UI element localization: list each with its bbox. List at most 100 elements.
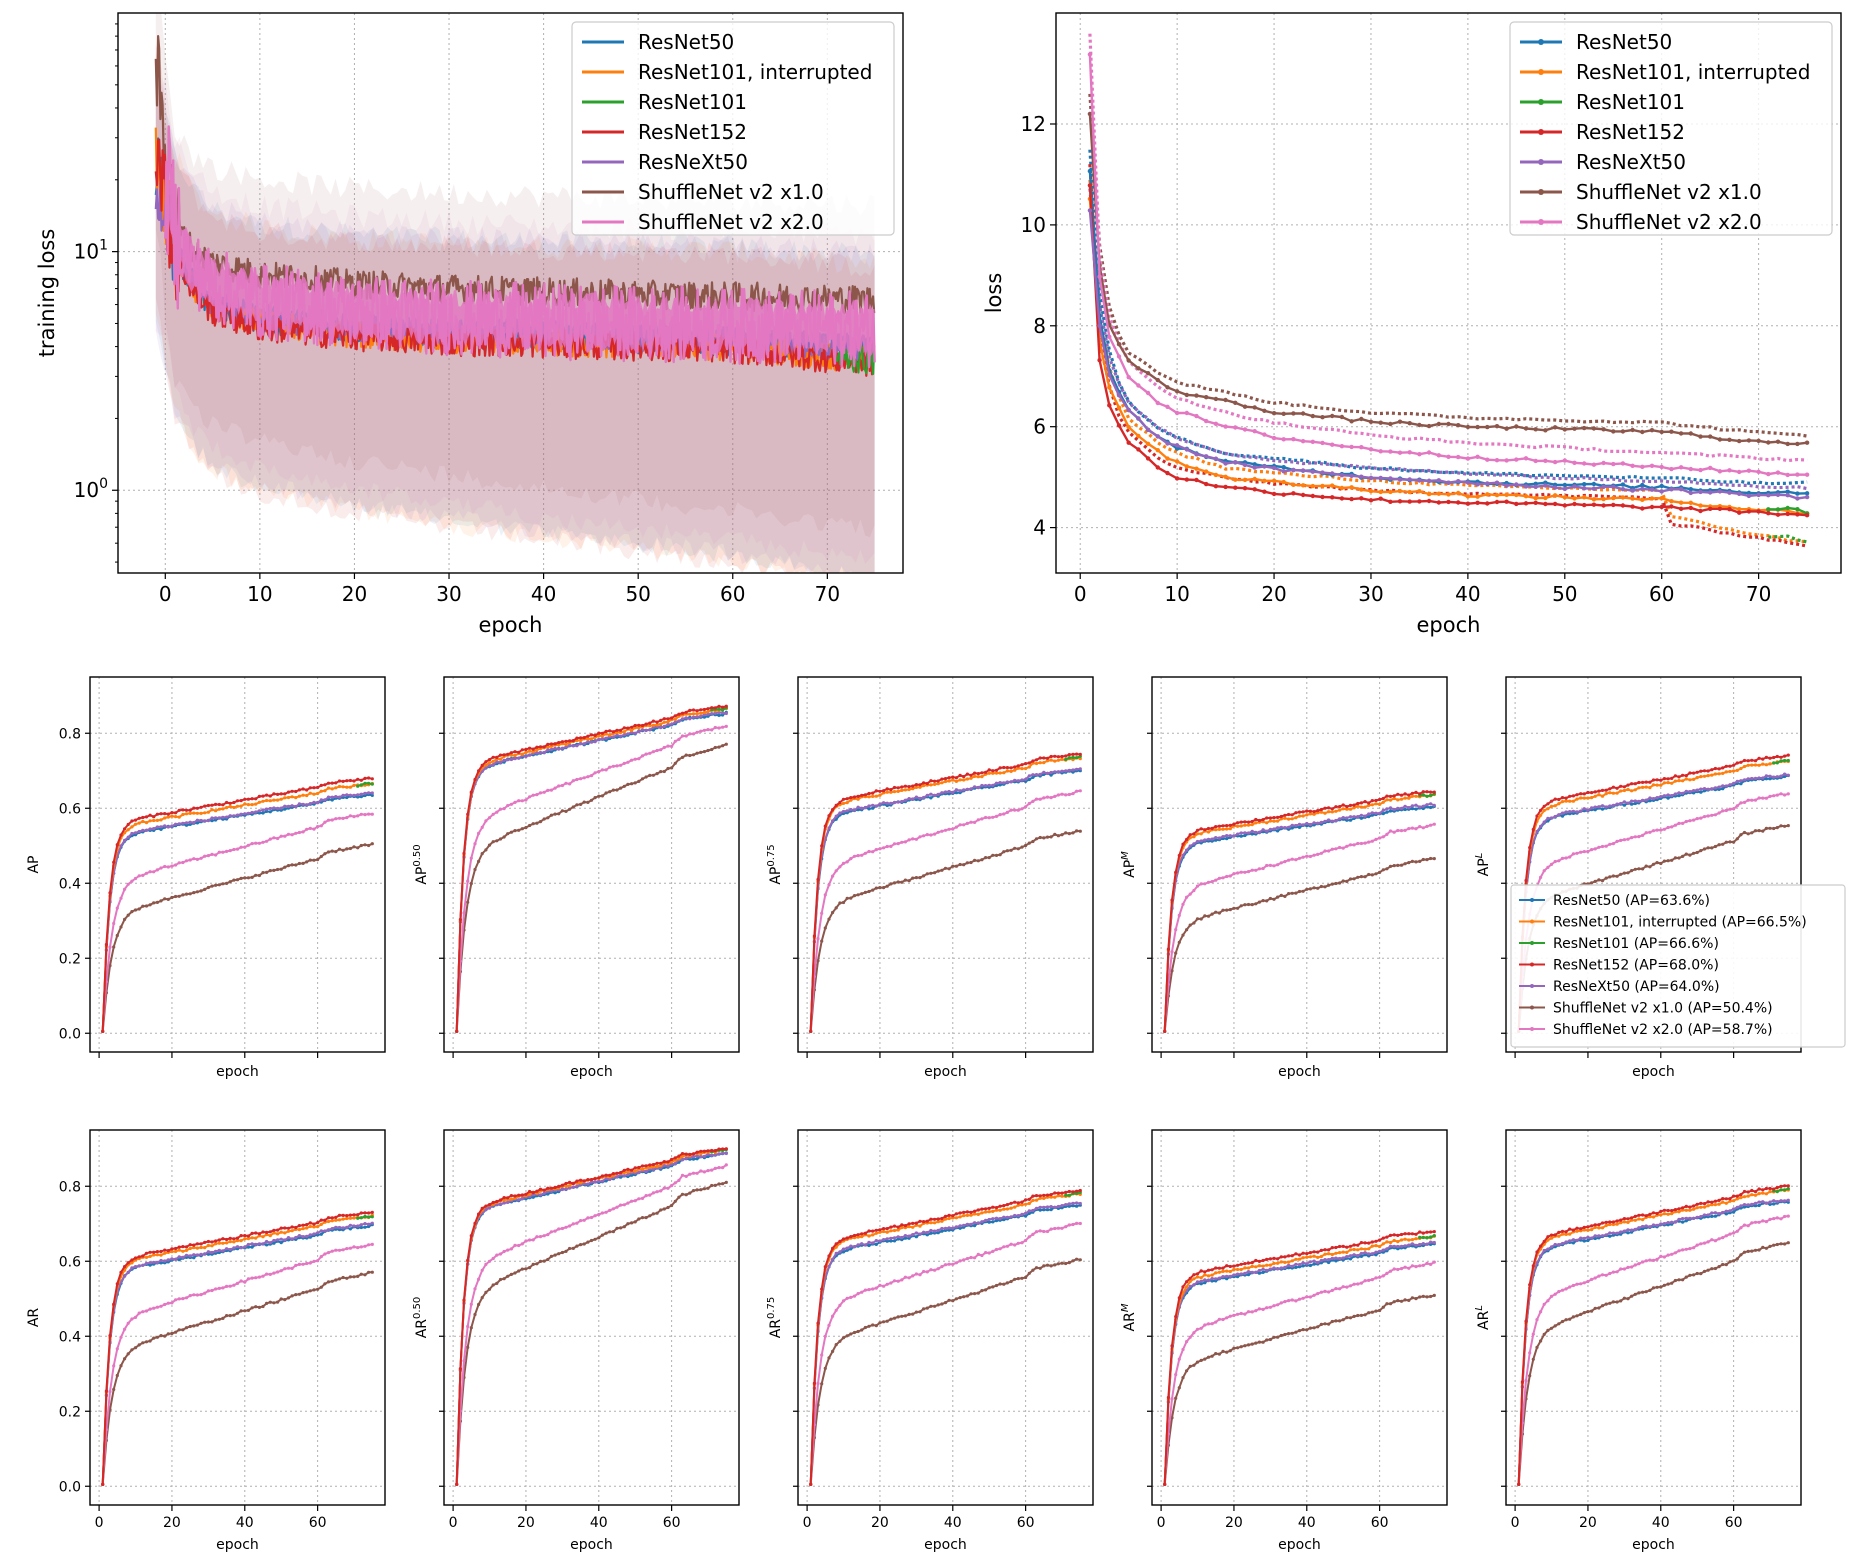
ARM-point-resnet152 bbox=[1370, 1240, 1374, 1244]
APL-point-shufflenet-v2-x1-0 bbox=[1768, 826, 1772, 830]
AR-point-resnet152 bbox=[297, 1224, 301, 1228]
AP-point-shufflenet-v2-x2-0 bbox=[133, 876, 138, 881]
APL-point-resnet50 bbox=[1721, 787, 1725, 791]
AR50-point-resnet50 bbox=[630, 1173, 634, 1177]
APM-point-shufflenet-v2-x2-0 bbox=[1319, 851, 1323, 855]
val-point-resnet101-interrupted bbox=[1426, 491, 1432, 497]
AP-point-resnet152 bbox=[301, 787, 305, 791]
APL-xlabel: epoch bbox=[1632, 1064, 1675, 1080]
APL-point-resnet101-interrupted bbox=[1757, 763, 1761, 767]
AP-point-shufflenet-v2-x1-0 bbox=[301, 861, 305, 866]
AP50-point-shufflenet-v2-x2-0 bbox=[480, 825, 484, 830]
AP75-point-shufflenet-v2-x2-0 bbox=[900, 840, 904, 844]
APM-point-shufflenet-v2-x2-0 bbox=[1287, 858, 1291, 862]
ARM-point-resnext50 bbox=[1334, 1256, 1338, 1260]
AR75-point-resnet101-interrupted bbox=[871, 1233, 875, 1237]
APM-point-resnext50 bbox=[1348, 815, 1353, 819]
AP-point-resnext50 bbox=[265, 807, 269, 811]
AP75-point-shufflenet-v2-x2-0 bbox=[929, 833, 933, 837]
APL-point-shufflenet-v2-x2-0 bbox=[1753, 798, 1758, 802]
AR50-point-shufflenet-v2-x1-0 bbox=[480, 1296, 484, 1300]
APM-point-shufflenet-v2-x1-0 bbox=[1210, 912, 1214, 916]
APL-point-resnet101-interrupted bbox=[1637, 786, 1641, 790]
APL-point-shufflenet-v2-x2-0 bbox=[1764, 796, 1768, 800]
AR50-point-resnet152 bbox=[473, 1221, 477, 1225]
AP75-point-resnext50 bbox=[849, 807, 853, 812]
AP-point-resnet101-interrupted bbox=[181, 812, 185, 817]
AP50-point-shufflenet-v2-x2-0 bbox=[542, 790, 546, 794]
APL-point-resnet101-interrupted bbox=[1724, 770, 1728, 774]
AR75-point-shufflenet-v2-x2-0 bbox=[878, 1283, 882, 1287]
AP-point-shufflenet-v2-x2-0 bbox=[272, 836, 276, 840]
AR-point-resnet152 bbox=[330, 1216, 334, 1220]
AP-point-resnet152 bbox=[268, 794, 272, 798]
AP-point-shufflenet-v2-x1-0 bbox=[356, 846, 360, 850]
AP75-point-resnet152 bbox=[867, 791, 871, 796]
AR50-point-shufflenet-v2-x2-0 bbox=[622, 1203, 626, 1207]
AP50-point-shufflenet-v2-x2-0 bbox=[495, 810, 499, 814]
AP-point-resnet152 bbox=[119, 833, 123, 837]
val-point-shufflenet-v2-x2-0 bbox=[1320, 440, 1325, 446]
APM-point-resnet152 bbox=[1236, 821, 1240, 825]
AR75-point-resnext50 bbox=[874, 1239, 878, 1243]
val-point-resnet101-interrupted bbox=[1397, 488, 1403, 494]
AP-point-shufflenet-v2-x2-0 bbox=[177, 861, 181, 865]
APM-point-shufflenet-v2-x2-0 bbox=[1228, 874, 1232, 878]
val-point-resnext50 bbox=[1630, 488, 1635, 493]
AP75-point-shufflenet-v2-x2-0 bbox=[816, 937, 820, 941]
AR-point-shufflenet-v2-x2-0 bbox=[312, 1259, 316, 1263]
ARM-point-shufflenet-v2-x1-0 bbox=[1385, 1302, 1389, 1306]
AR75-point-resnet101-interrupted bbox=[994, 1208, 999, 1212]
AR50-point-shufflenet-v2-x2-0 bbox=[568, 1224, 572, 1228]
AP50-point-shufflenet-v2-x2-0 bbox=[666, 744, 670, 748]
AR-point-resnet152 bbox=[108, 1334, 112, 1338]
val-point-resnet101-interrupted bbox=[1320, 483, 1325, 489]
AP-point-resnet101-interrupted bbox=[305, 793, 309, 798]
AR75-point-resnext50 bbox=[1031, 1208, 1035, 1213]
APM-point-resnet101-interrupted bbox=[1265, 821, 1269, 825]
ARM-point-resnet101-interrupted bbox=[1217, 1270, 1221, 1274]
AP75-point-resnet101-interrupted bbox=[940, 781, 944, 785]
AR50-point-shufflenet-v2-x2-0 bbox=[644, 1194, 648, 1198]
AR50-point-shufflenet-v2-x1-0 bbox=[640, 1216, 645, 1220]
val-point-resnet152 bbox=[1766, 511, 1771, 516]
AP50-point-resnet101 bbox=[717, 707, 721, 711]
APL-point-resnet101-interrupted bbox=[1626, 787, 1630, 792]
AP50-point-resnet152 bbox=[589, 733, 594, 737]
val-legend-marker-resnet101 bbox=[1538, 99, 1544, 105]
APM-point-shufflenet-v2-x2-0 bbox=[1341, 846, 1345, 850]
val-point-shufflenet-v2-x1-0 bbox=[1116, 342, 1122, 347]
AP50-point-resnet152 bbox=[600, 731, 605, 735]
AR-point-shufflenet-v2-x1-0 bbox=[174, 1330, 178, 1334]
AP75-point-shufflenet-v2-x2-0 bbox=[820, 911, 824, 915]
APM-point-shufflenet-v2-x1-0 bbox=[1388, 864, 1393, 869]
APM-point-resnext50 bbox=[1243, 831, 1247, 835]
APM-point-resnext50 bbox=[1236, 832, 1240, 836]
AP75-point-resnext50 bbox=[976, 786, 980, 790]
val-ytick-label: 4 bbox=[1033, 516, 1046, 540]
AP50-point-shufflenet-v2-x1-0 bbox=[531, 822, 535, 826]
AP-point-shufflenet-v2-x1-0 bbox=[130, 910, 134, 914]
val-xtick-label: 30 bbox=[1358, 582, 1383, 606]
AR-point-resnet152 bbox=[104, 1389, 108, 1393]
AP-point-shufflenet-v2-x1-0 bbox=[170, 895, 174, 900]
AP-point-resnet152 bbox=[326, 781, 331, 785]
val-point-resnext50 bbox=[1310, 469, 1316, 474]
AR75-point-resnet50 bbox=[914, 1235, 919, 1239]
AR-point-shufflenet-v2-x2-0 bbox=[323, 1252, 327, 1256]
ARM-point-shufflenet-v2-x2-0 bbox=[1279, 1301, 1283, 1305]
val-point-resnet152 bbox=[1184, 477, 1190, 482]
AP75-point-resnext50 bbox=[892, 800, 897, 805]
AR75-point-resnet152 bbox=[889, 1225, 893, 1229]
ARM-point-resnet101-interrupted bbox=[1327, 1252, 1331, 1256]
ARM-point-resnet101-interrupted bbox=[1301, 1256, 1305, 1260]
AP75-point-resnet101-interrupted bbox=[882, 791, 886, 795]
AR50-point-shufflenet-v2-x2-0 bbox=[615, 1205, 619, 1209]
AR75-point-resnext50 bbox=[1067, 1202, 1071, 1206]
APM-point-resnet101-interrupted bbox=[1206, 830, 1211, 834]
AR-point-shufflenet-v2-x1-0 bbox=[232, 1313, 236, 1317]
AR-ylabel: AR bbox=[26, 1308, 42, 1328]
AR75-point-shufflenet-v2-x1-0 bbox=[943, 1301, 948, 1305]
val-point-resnext50 bbox=[1242, 462, 1248, 468]
